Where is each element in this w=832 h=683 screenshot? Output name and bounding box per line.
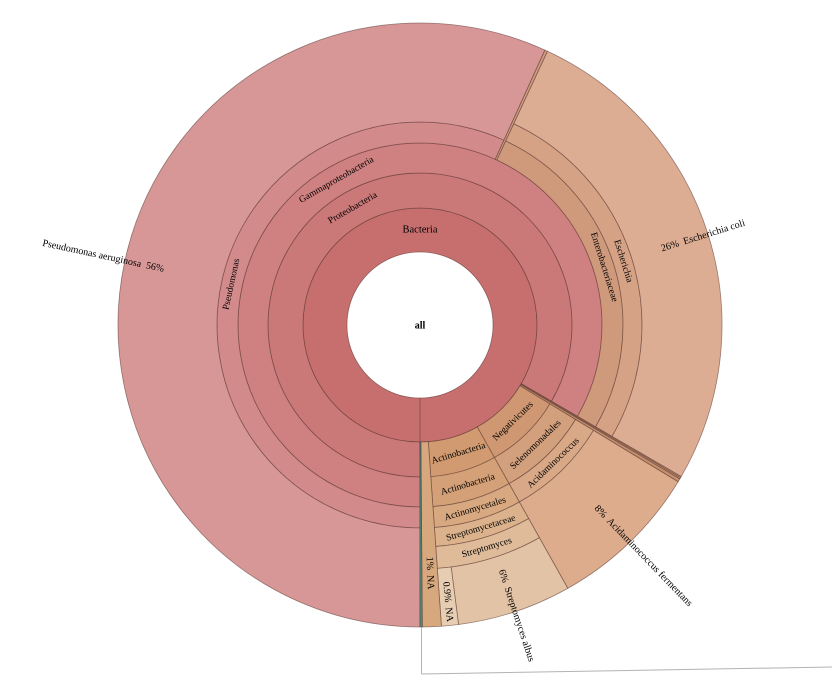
frame-lines bbox=[421, 627, 832, 675]
center-circle-all[interactable] bbox=[347, 252, 493, 398]
wedge-pseudomonas-aeruginosa[interactable] bbox=[117, 22, 546, 628]
wedge-layer bbox=[117, 22, 723, 628]
frame-line-horizontal bbox=[421, 666, 832, 675]
label-na-streptomyces: 0.9% NA bbox=[440, 581, 455, 623]
center-label: all bbox=[415, 321, 426, 332]
label-na-bacteria: 1% NA bbox=[424, 557, 436, 591]
wedge-escherichia-coli[interactable] bbox=[513, 50, 723, 477]
wedge-na-teal-sliver[interactable] bbox=[419, 441, 423, 628]
label-bacteria: Bacteria bbox=[403, 225, 438, 236]
